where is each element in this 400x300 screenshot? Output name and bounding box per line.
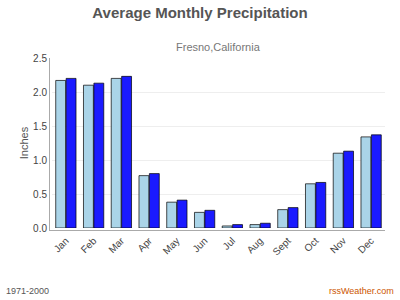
svg-text:Nov: Nov [328, 235, 348, 255]
svg-text:Jul: Jul [221, 235, 238, 252]
svg-text:rssWeather.com: rssWeather.com [329, 286, 394, 296]
svg-text:Jun: Jun [190, 235, 209, 254]
svg-text:2.0: 2.0 [33, 87, 47, 98]
svg-text:2.5: 2.5 [33, 53, 47, 64]
svg-text:Average Monthly Precipitation: Average Monthly Precipitation [92, 4, 307, 21]
svg-text:1.0: 1.0 [33, 155, 47, 166]
svg-text:Aug: Aug [245, 235, 265, 255]
svg-text:0.0: 0.0 [33, 223, 47, 234]
svg-text:Inches: Inches [18, 126, 30, 159]
svg-text:May: May [161, 235, 182, 256]
svg-text:1.5: 1.5 [33, 121, 47, 132]
svg-text:1971-2000: 1971-2000 [6, 286, 49, 296]
svg-text:Dec: Dec [356, 235, 376, 255]
svg-text:Jan: Jan [52, 235, 71, 254]
svg-text:Oct: Oct [302, 235, 321, 254]
svg-text:Sept: Sept [271, 235, 293, 257]
svg-text:0.5: 0.5 [33, 189, 47, 200]
svg-text:Mar: Mar [106, 235, 126, 255]
svg-text:Feb: Feb [79, 235, 99, 255]
svg-text:Apr: Apr [135, 235, 154, 254]
svg-text:Fresno,California: Fresno,California [176, 41, 261, 53]
